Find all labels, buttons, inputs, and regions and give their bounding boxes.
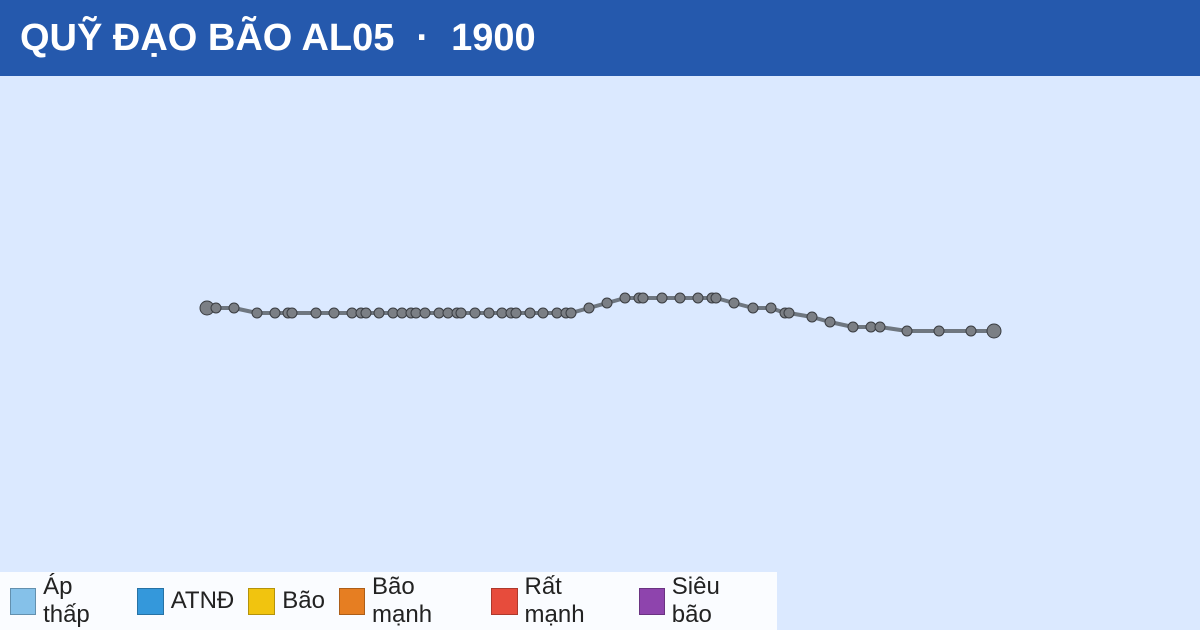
track-point [783,307,795,319]
track-point [228,302,240,314]
track-point [728,297,740,309]
legend-label: Bão [282,587,325,614]
legend: Áp thấp ATNĐ Bão Bão mạnh Rất mạnh Siêu bão [0,572,777,630]
track-point [583,302,595,314]
track-point [524,307,536,319]
legend-swatch [338,587,366,615]
track-point [286,307,298,319]
track-point [637,292,649,304]
legend-item: ATNĐ [136,587,235,615]
legend-item: Rất mạnh [491,573,624,629]
track-point [310,307,322,319]
legend-label: Áp thấp [43,573,90,628]
legend-swatch [491,587,518,615]
track-point [510,307,522,319]
track-point [824,316,836,328]
year: 1900 [451,16,536,59]
legend-item: Áp thấp [10,573,123,629]
legend-item: Bão mạnh [338,573,477,629]
track-point [674,292,686,304]
legend-label: ATNĐ [170,587,235,614]
track-point [986,323,1002,339]
separator: · [416,16,430,59]
track-point [619,292,631,304]
legend-swatch [638,587,665,615]
map [199,292,1002,339]
legend-swatch [248,587,276,615]
track-point [537,307,549,319]
track-point [710,292,722,304]
track-point [483,307,495,319]
track-point [251,307,263,319]
track-point [269,307,281,319]
legend-label: Bão mạnh [372,573,433,628]
title: QUỸ ĐẠO BÃO AL05 [20,16,395,59]
track-point [469,307,481,319]
track-point [933,325,945,337]
track-point [601,297,613,309]
legend-label: Rất mạnh [524,573,585,628]
header: QUỸ ĐẠO BÃO AL05 · 1900 [0,0,1200,76]
track-point [565,307,577,319]
track-point [747,302,759,314]
track-point [419,307,431,319]
track-point [373,307,385,319]
legend-item: Bão [248,587,325,615]
track-point [360,307,372,319]
track-point [692,292,704,304]
legend-swatch [10,587,37,615]
track-point [656,292,668,304]
track-point [765,302,777,314]
legend-swatch [136,587,164,615]
track-point [806,311,818,323]
track-point [210,302,222,314]
track-point [874,321,886,333]
legend-label: Siêu bão [671,573,720,628]
track-point [847,321,859,333]
track-point [901,325,913,337]
track-point [455,307,467,319]
legend-item: Siêu bão [638,573,763,629]
track-point [328,307,340,319]
track-point [965,325,977,337]
